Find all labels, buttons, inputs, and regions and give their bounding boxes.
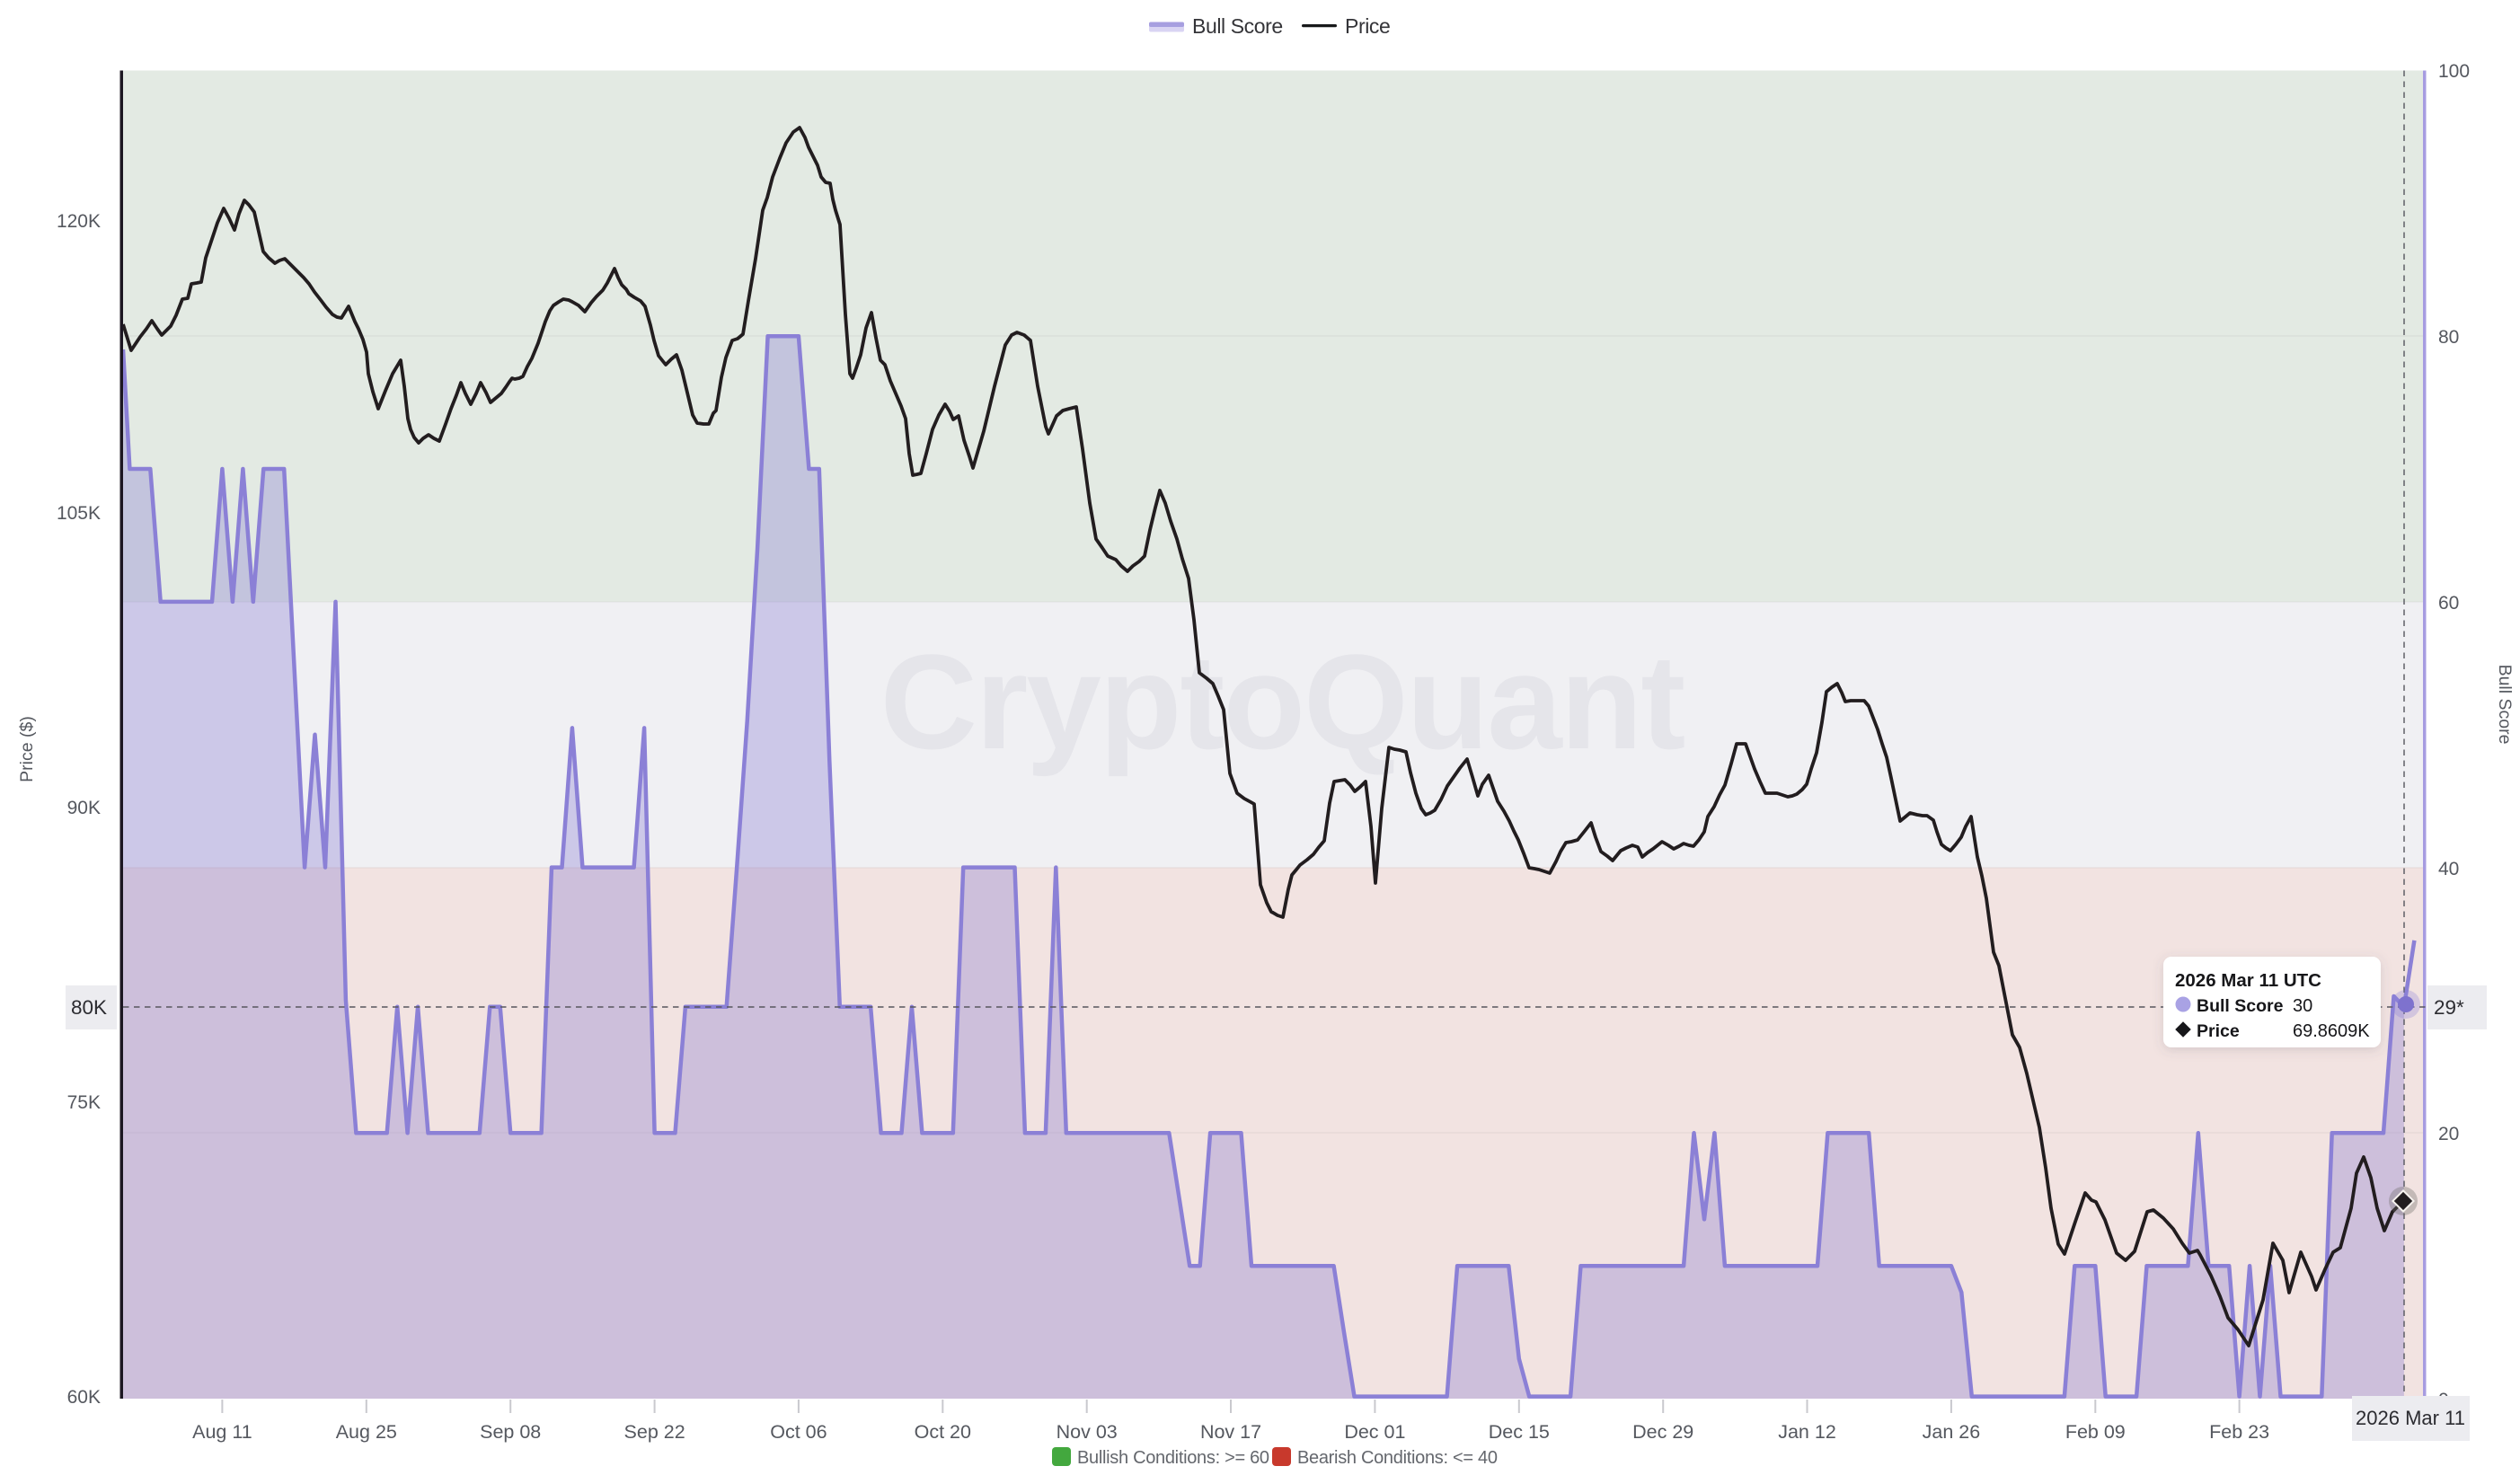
svg-text:20: 20: [2438, 1124, 2459, 1144]
svg-text:Aug 11: Aug 11: [192, 1421, 252, 1443]
svg-text:Jan 12: Jan 12: [1778, 1421, 1836, 1443]
svg-text:2026 Mar 11 UTC: 2026 Mar 11 UTC: [2175, 970, 2321, 991]
svg-text:Jan 26: Jan 26: [1923, 1421, 1981, 1443]
svg-text:75K: 75K: [67, 1092, 101, 1113]
svg-text:Dec 29: Dec 29: [1632, 1421, 1693, 1443]
svg-text:Bullish Conditions: >= 60: Bullish Conditions: >= 60: [1077, 1448, 1269, 1468]
svg-text:Nov 03: Nov 03: [1057, 1421, 1118, 1443]
svg-text:Bull Score: Bull Score: [2495, 665, 2515, 745]
svg-text:Dec 15: Dec 15: [1489, 1421, 1550, 1443]
svg-text:80K: 80K: [71, 996, 107, 1019]
svg-text:Price ($): Price ($): [17, 716, 37, 782]
svg-text:80: 80: [2438, 327, 2459, 348]
svg-text:Aug 25: Aug 25: [336, 1421, 397, 1443]
svg-text:60K: 60K: [67, 1387, 101, 1408]
svg-text:Feb 23: Feb 23: [2209, 1421, 2269, 1443]
svg-text:40: 40: [2438, 859, 2459, 879]
svg-text:Bearish Conditions: <= 40: Bearish Conditions: <= 40: [1297, 1448, 1498, 1468]
svg-text:Bull Score: Bull Score: [2197, 996, 2284, 1016]
svg-text:Sep 08: Sep 08: [480, 1421, 541, 1443]
svg-text:Sep 22: Sep 22: [624, 1421, 685, 1443]
svg-text:Price: Price: [1345, 14, 1390, 38]
svg-text:Bull Score: Bull Score: [1192, 14, 1283, 38]
svg-text:69.8609K: 69.8609K: [2293, 1021, 2370, 1041]
svg-text:Feb 09: Feb 09: [2065, 1421, 2126, 1443]
svg-text:105K: 105K: [57, 503, 101, 524]
svg-text:2026 Mar 11: 2026 Mar 11: [2356, 1407, 2465, 1429]
svg-text:Price: Price: [2197, 1021, 2240, 1041]
svg-text:Oct 06: Oct 06: [770, 1421, 827, 1443]
svg-text:Dec 01: Dec 01: [1344, 1421, 1405, 1443]
svg-text:29*: 29*: [2434, 996, 2464, 1019]
svg-text:30: 30: [2293, 996, 2312, 1016]
svg-text:Nov 17: Nov 17: [1200, 1421, 1261, 1443]
svg-text:100: 100: [2438, 61, 2470, 82]
svg-text:120K: 120K: [57, 211, 101, 232]
svg-text:90K: 90K: [67, 798, 101, 818]
svg-text:60: 60: [2438, 593, 2459, 614]
svg-text:Oct 20: Oct 20: [915, 1421, 971, 1443]
svg-text:CryptoQuant: CryptoQuant: [880, 626, 1685, 777]
